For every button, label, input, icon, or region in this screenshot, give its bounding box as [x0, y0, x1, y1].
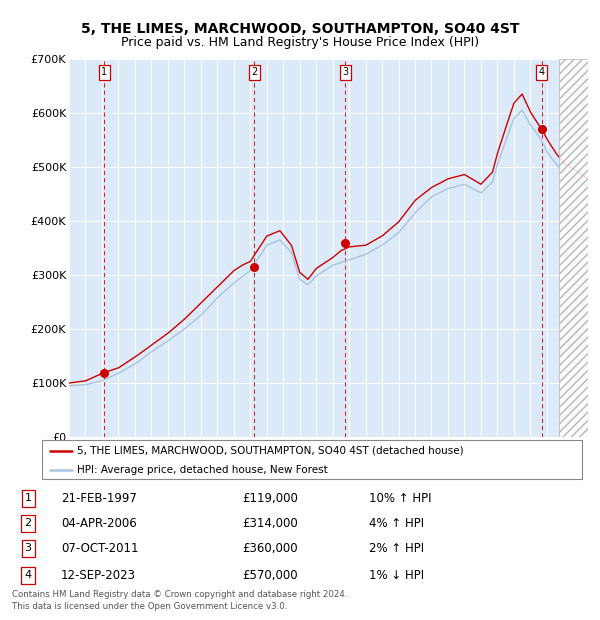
Text: 10% ↑ HPI: 10% ↑ HPI: [369, 492, 431, 505]
Text: 3: 3: [25, 543, 32, 554]
Text: £119,000: £119,000: [242, 492, 298, 505]
Text: 2: 2: [25, 518, 32, 528]
Text: 04-APR-2006: 04-APR-2006: [61, 517, 137, 530]
Text: £570,000: £570,000: [242, 569, 298, 582]
Text: 4: 4: [539, 68, 545, 78]
Text: 12-SEP-2023: 12-SEP-2023: [61, 569, 136, 582]
Text: 1% ↓ HPI: 1% ↓ HPI: [369, 569, 424, 582]
Text: 21-FEB-1997: 21-FEB-1997: [61, 492, 137, 505]
Text: 2: 2: [251, 68, 257, 78]
Text: 2% ↑ HPI: 2% ↑ HPI: [369, 542, 424, 555]
Text: £360,000: £360,000: [242, 542, 298, 555]
Text: Contains HM Land Registry data © Crown copyright and database right 2024.
This d: Contains HM Land Registry data © Crown c…: [12, 590, 347, 611]
Bar: [559, 59, 588, 437]
Text: Price paid vs. HM Land Registry's House Price Index (HPI): Price paid vs. HM Land Registry's House …: [121, 36, 479, 49]
Text: 3: 3: [342, 68, 349, 78]
Text: 4: 4: [25, 570, 32, 580]
Text: 4% ↑ HPI: 4% ↑ HPI: [369, 517, 424, 530]
Text: 1: 1: [25, 494, 32, 503]
Text: HPI: Average price, detached house, New Forest: HPI: Average price, detached house, New …: [77, 465, 328, 475]
Text: 5, THE LIMES, MARCHWOOD, SOUTHAMPTON, SO40 4ST (detached house): 5, THE LIMES, MARCHWOOD, SOUTHAMPTON, SO…: [77, 446, 464, 456]
Text: 5, THE LIMES, MARCHWOOD, SOUTHAMPTON, SO40 4ST: 5, THE LIMES, MARCHWOOD, SOUTHAMPTON, SO…: [81, 22, 519, 36]
Text: 07-OCT-2011: 07-OCT-2011: [61, 542, 139, 555]
Text: 1: 1: [101, 68, 107, 78]
Text: £314,000: £314,000: [242, 517, 298, 530]
